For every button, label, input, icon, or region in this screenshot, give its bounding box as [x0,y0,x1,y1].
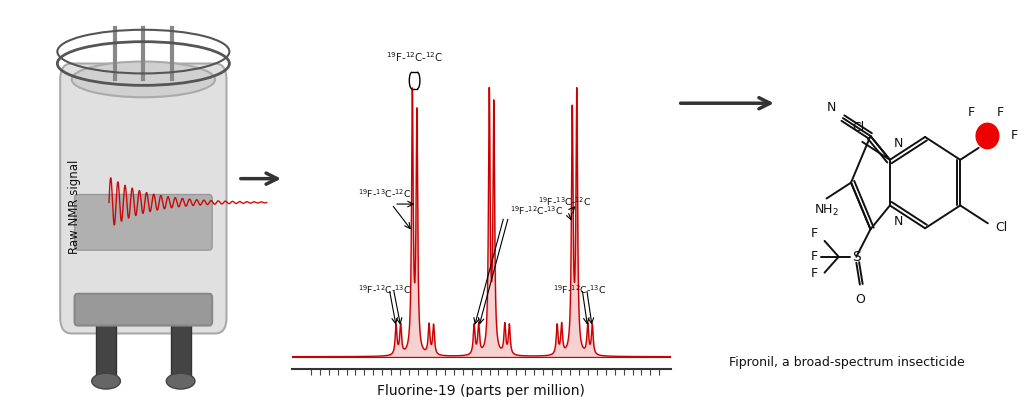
Text: $^{19}$F-$^{12}$C-$^{13}$C: $^{19}$F-$^{12}$C-$^{13}$C [510,204,563,216]
Text: N: N [893,215,903,228]
Text: NH$_2$: NH$_2$ [814,202,839,218]
X-axis label: Fluorine-19 (parts per million): Fluorine-19 (parts per million) [377,384,586,397]
Text: Raw NMR signal: Raw NMR signal [68,159,81,254]
FancyBboxPatch shape [75,294,212,326]
Text: F: F [810,227,817,240]
Text: F: F [810,250,817,263]
Text: F: F [968,106,975,119]
Text: $^{19}$F-$^{13}$C-$^{12}$C: $^{19}$F-$^{13}$C-$^{12}$C [358,187,412,200]
Text: Cl: Cl [995,221,1008,234]
Text: $^{19}$F-$^{12}$C-$^{13}$C: $^{19}$F-$^{12}$C-$^{13}$C [553,283,606,296]
Ellipse shape [92,373,121,389]
Text: N: N [826,101,836,114]
Bar [171,318,190,381]
Text: $^{19}$F-$^{12}$C-$^{13}$C: $^{19}$F-$^{12}$C-$^{13}$C [358,283,412,296]
FancyBboxPatch shape [60,64,226,333]
Text: O: O [855,293,865,306]
Ellipse shape [166,373,195,389]
Circle shape [976,123,998,148]
Text: S: S [852,250,861,264]
Text: N: N [893,137,903,150]
Text: $^{19}$F-$^{12}$C-$^{12}$C: $^{19}$F-$^{12}$C-$^{12}$C [386,50,443,64]
Text: Cl: Cl [853,121,865,134]
Bar [96,318,116,381]
Text: Fipronil, a broad-spectrum insecticide: Fipronil, a broad-spectrum insecticide [729,356,966,369]
Text: F: F [810,267,817,279]
Text: $^{19}$F-$^{13}$C-$^{12}$C: $^{19}$F-$^{13}$C-$^{12}$C [538,196,591,208]
Ellipse shape [72,62,215,97]
Text: F: F [996,106,1004,119]
FancyBboxPatch shape [75,195,212,250]
Text: F: F [1011,129,1018,143]
